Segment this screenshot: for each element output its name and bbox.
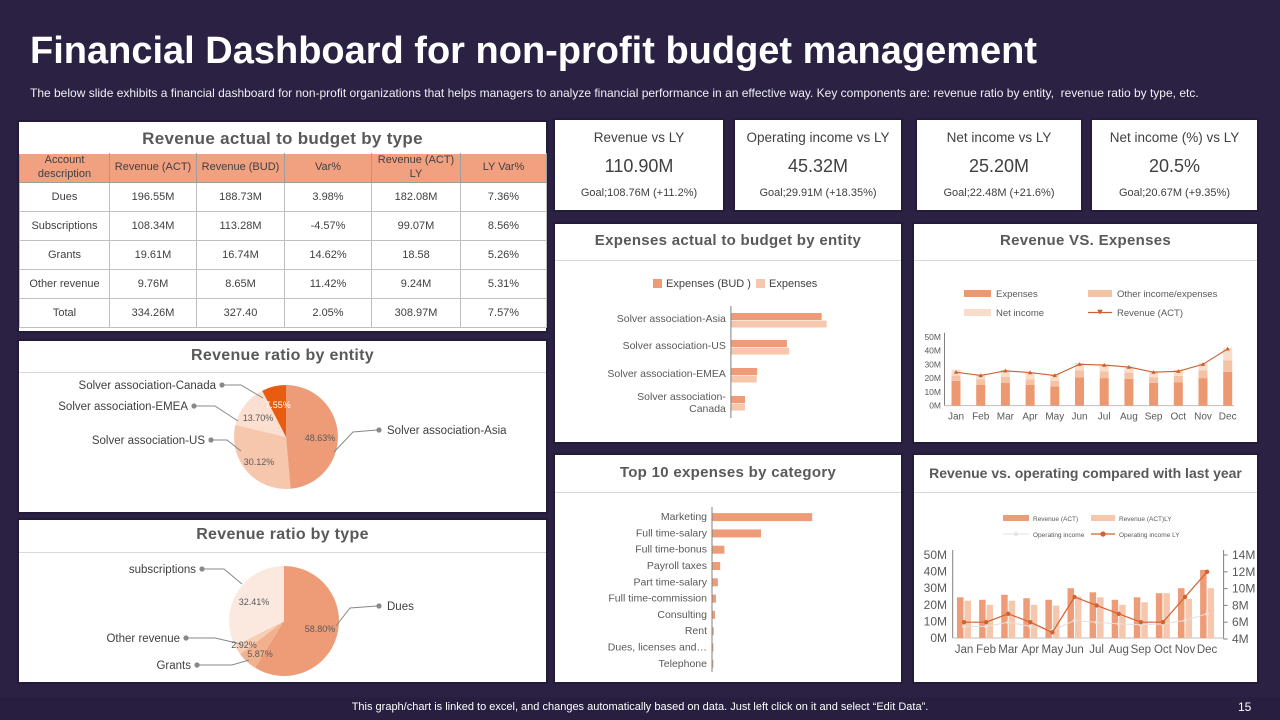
svg-text:Dec: Dec: [1197, 644, 1218, 656]
svg-text:Solver association-EMEA: Solver association-EMEA: [58, 401, 188, 413]
svg-text:Dues, licenses and…: Dues, licenses and…: [608, 642, 707, 654]
svg-text:Expenses: Expenses: [996, 289, 1038, 300]
svg-text:Revenue (ACT): Revenue (ACT): [1117, 308, 1183, 319]
svg-text:Solver association-EMEA: Solver association-EMEA: [607, 368, 725, 380]
svg-text:May: May: [1042, 644, 1064, 656]
svg-text:0M: 0M: [930, 631, 947, 645]
svg-text:Nov: Nov: [1194, 412, 1212, 423]
svg-text:Apr: Apr: [1022, 412, 1038, 423]
svg-text:subscriptions: subscriptions: [129, 564, 196, 576]
svg-text:Nov: Nov: [1175, 644, 1196, 656]
svg-text:Revenue (ACT)LY: Revenue (ACT)LY: [1119, 516, 1172, 523]
svg-text:12M: 12M: [1232, 565, 1255, 579]
svg-text:Grants: Grants: [156, 660, 191, 672]
svg-text:Aug: Aug: [1108, 644, 1128, 656]
svg-text:Jan: Jan: [948, 412, 964, 423]
svg-text:58.80%: 58.80%: [305, 624, 336, 634]
svg-text:Aug: Aug: [1120, 412, 1138, 423]
svg-text:Jul: Jul: [1089, 644, 1104, 656]
svg-text:50M: 50M: [924, 332, 941, 342]
svg-text:5.87%: 5.87%: [247, 649, 273, 659]
svg-text:Rent: Rent: [685, 625, 707, 637]
svg-text:Full time-salary: Full time-salary: [636, 527, 708, 539]
svg-text:10M: 10M: [924, 387, 941, 397]
svg-text:7.55%: 7.55%: [265, 400, 291, 410]
svg-text:10M: 10M: [924, 614, 947, 628]
svg-text:10M: 10M: [1232, 582, 1255, 596]
svg-text:6M: 6M: [1232, 615, 1249, 629]
svg-text:Solver association-Asia: Solver association-Asia: [617, 313, 726, 325]
svg-text:Operating income LY: Operating income LY: [1119, 532, 1180, 539]
svg-text:Solver association-Canada: Solver association-Canada: [79, 380, 217, 392]
svg-text:30M: 30M: [924, 581, 947, 595]
svg-text:30M: 30M: [924, 359, 941, 369]
svg-text:Dues: Dues: [387, 601, 414, 613]
svg-text:Solver association-: Solver association-: [637, 391, 726, 403]
svg-text:Expenses: Expenses: [769, 278, 818, 290]
svg-text:Jun: Jun: [1071, 412, 1087, 423]
svg-text:Payroll taxes: Payroll taxes: [647, 560, 707, 572]
svg-text:2.92%: 2.92%: [231, 640, 257, 650]
svg-text:Telephone: Telephone: [659, 658, 708, 670]
svg-text:Sep: Sep: [1145, 412, 1163, 423]
svg-text:Solver association-US: Solver association-US: [623, 340, 726, 352]
svg-text:14M: 14M: [1232, 548, 1255, 562]
svg-text:20M: 20M: [924, 373, 941, 383]
svg-text:Net income: Net income: [996, 308, 1044, 319]
svg-text:Full time-bonus: Full time-bonus: [635, 544, 707, 556]
svg-text:Other revenue: Other revenue: [106, 633, 180, 645]
svg-text:Part time-salary: Part time-salary: [633, 576, 707, 588]
svg-text:Marketing: Marketing: [661, 511, 707, 523]
svg-text:30.12%: 30.12%: [244, 457, 275, 467]
svg-text:Mar: Mar: [997, 412, 1015, 423]
svg-text:32.41%: 32.41%: [239, 597, 270, 607]
svg-text:Expenses (BUD ): Expenses (BUD ): [666, 278, 751, 290]
svg-text:Feb: Feb: [976, 644, 996, 656]
svg-text:Consulting: Consulting: [657, 609, 707, 621]
svg-text:Apr: Apr: [1021, 644, 1039, 656]
svg-text:Operating income: Operating income: [1033, 532, 1085, 539]
svg-text:May: May: [1045, 412, 1064, 423]
svg-text:Feb: Feb: [972, 412, 990, 423]
svg-text:Jul: Jul: [1098, 412, 1111, 423]
svg-text:40M: 40M: [924, 346, 941, 356]
svg-text:Full time-commission: Full time-commission: [608, 593, 707, 605]
svg-text:20M: 20M: [924, 598, 947, 612]
svg-text:40M: 40M: [924, 565, 947, 579]
svg-text:Canada: Canada: [689, 403, 726, 415]
svg-text:Jan: Jan: [955, 644, 974, 656]
svg-text:0M: 0M: [929, 401, 941, 411]
svg-text:8M: 8M: [1232, 598, 1249, 612]
svg-text:Dec: Dec: [1219, 412, 1237, 423]
svg-text:Other income/expenses: Other income/expenses: [1117, 289, 1218, 300]
svg-text:Oct: Oct: [1171, 412, 1187, 423]
svg-text:Solver association-Asia: Solver association-Asia: [387, 425, 507, 437]
svg-text:Solver association-US: Solver association-US: [92, 435, 205, 447]
svg-text:Sep: Sep: [1131, 644, 1151, 656]
svg-text:48.63%: 48.63%: [305, 433, 336, 443]
svg-text:Mar: Mar: [998, 644, 1018, 656]
svg-text:Oct: Oct: [1154, 644, 1173, 656]
svg-text:Jun: Jun: [1065, 644, 1084, 656]
svg-text:4M: 4M: [1232, 632, 1249, 646]
svg-text:13.70%: 13.70%: [243, 413, 274, 423]
svg-text:50M: 50M: [924, 548, 947, 562]
svg-text:Revenue (ACT): Revenue (ACT): [1033, 516, 1078, 523]
